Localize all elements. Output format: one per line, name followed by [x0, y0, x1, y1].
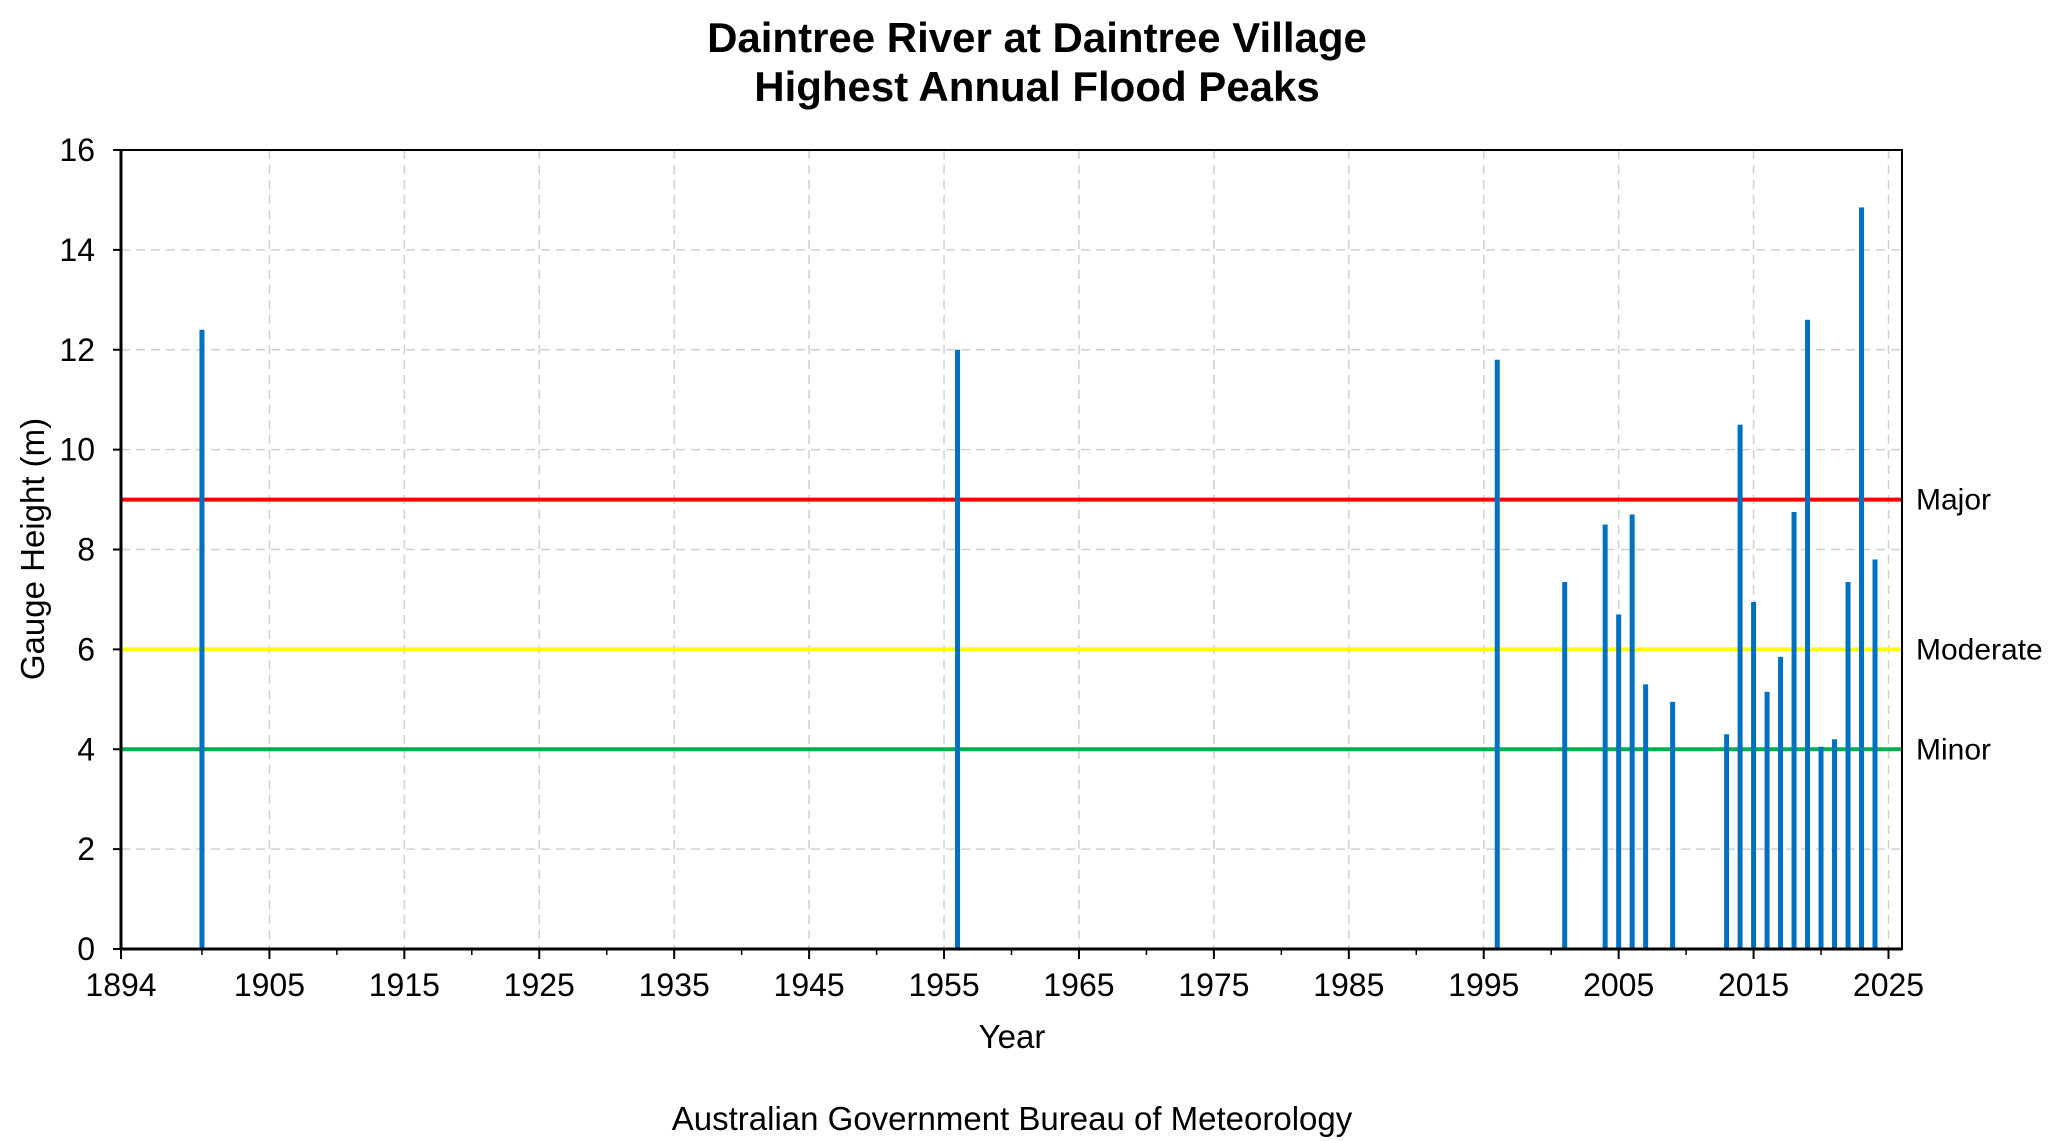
- x-axis-title: Year: [979, 1018, 1046, 1055]
- x-tick-label: 1935: [639, 967, 710, 1003]
- x-tick-label: 2025: [1853, 967, 1924, 1003]
- x-tick-label: 1985: [1313, 967, 1384, 1003]
- x-tick-label: 1894: [85, 967, 156, 1003]
- bar-2017: [1778, 656, 1784, 949]
- y-axis-title: Gauge Height (m): [14, 418, 51, 680]
- bar-2004: [1602, 524, 1608, 949]
- x-tick-label: 1995: [1448, 967, 1519, 1003]
- y-tick-label: 10: [59, 432, 95, 468]
- bar-2006: [1629, 514, 1635, 949]
- bar-1956: [955, 349, 961, 949]
- x-tick-label: 2015: [1718, 967, 1789, 1003]
- x-tick-label: 1925: [504, 967, 575, 1003]
- source-credit: Australian Government Bureau of Meteorol…: [672, 1100, 1353, 1137]
- bar-2013: [1724, 734, 1730, 949]
- bar-2024: [1872, 559, 1878, 949]
- y-tick-label: 12: [59, 332, 95, 368]
- y-tick-label: 0: [77, 931, 95, 967]
- bar-2015: [1751, 601, 1757, 949]
- y-tick-label: 8: [77, 532, 95, 568]
- x-tick-label: 1905: [234, 967, 305, 1003]
- threshold-label-minor: Minor: [1916, 733, 1991, 766]
- bar-2009: [1670, 701, 1676, 949]
- threshold-label-moderate: Moderate: [1916, 633, 2043, 666]
- axis-ticks: 1894 1905 1915 1925 1935 1945 1955 1965 1975 1985…: [59, 132, 1924, 1003]
- bar-2022: [1845, 581, 1851, 949]
- y-tick-label: 2: [77, 831, 95, 867]
- bar-2021: [1832, 739, 1838, 949]
- bar-2014: [1737, 424, 1743, 949]
- bar-2007: [1643, 684, 1649, 949]
- bar-2018: [1791, 512, 1797, 949]
- bar-2023: [1859, 207, 1865, 950]
- flood-peak-bars: [199, 207, 1878, 950]
- y-tick-label: 6: [77, 631, 95, 667]
- bar-1996: [1494, 359, 1500, 949]
- bar-2016: [1764, 691, 1770, 949]
- chart-subtitle: Highest Annual Flood Peaks: [754, 63, 1320, 110]
- x-tick-label: 1945: [774, 967, 845, 1003]
- bar-2020: [1818, 746, 1824, 949]
- y-tick-label: 14: [59, 232, 95, 268]
- bar-2019: [1805, 319, 1811, 950]
- x-tick-label: 1915: [369, 967, 440, 1003]
- bar-2005: [1616, 614, 1622, 949]
- bar-1900: [199, 329, 205, 949]
- x-tick-label: 2005: [1583, 967, 1654, 1003]
- flood-thresholds: Major Moderate Minor: [121, 484, 2043, 766]
- x-tick-label: 1955: [908, 967, 979, 1003]
- y-tick-label: 16: [59, 132, 95, 168]
- y-tick-label: 4: [77, 731, 95, 767]
- bar-2001: [1562, 581, 1568, 949]
- x-tick-label: 1965: [1043, 967, 1114, 1003]
- x-tick-label: 1975: [1178, 967, 1249, 1003]
- chart-title: Daintree River at Daintree Village: [707, 14, 1367, 61]
- threshold-label-major: Major: [1916, 484, 1991, 517]
